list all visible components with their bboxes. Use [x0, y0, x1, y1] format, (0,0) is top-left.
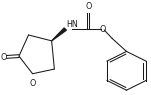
Text: O: O [85, 2, 92, 11]
Text: O: O [29, 79, 36, 88]
Polygon shape [52, 28, 66, 41]
Text: O: O [0, 53, 6, 62]
Text: O: O [100, 25, 106, 34]
Text: HN: HN [66, 19, 78, 28]
